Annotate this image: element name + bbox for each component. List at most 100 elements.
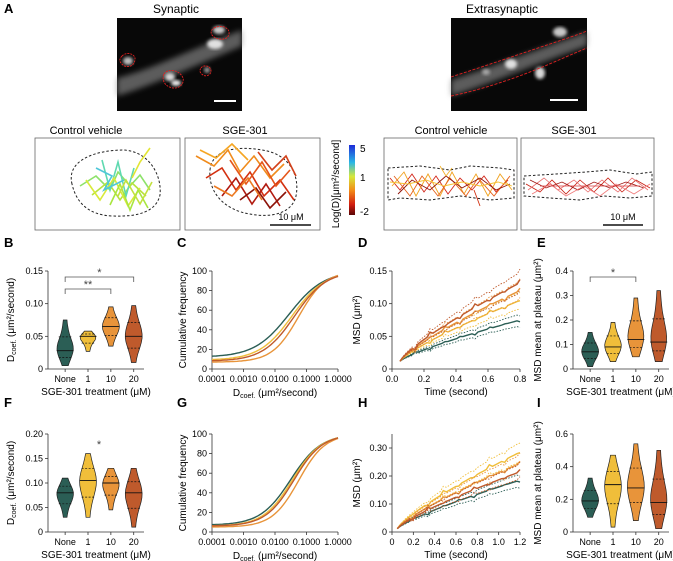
track-title-extra-control: Control vehicle bbox=[415, 125, 488, 137]
x-tick-label: None bbox=[54, 374, 76, 384]
y-tick-label: 0 bbox=[202, 364, 207, 374]
x-tick-label: 20 bbox=[129, 374, 139, 384]
extrasynaptic-title: Extrasynaptic bbox=[466, 2, 538, 16]
x-tick-label: 0.1000 bbox=[293, 537, 321, 547]
violin-10 bbox=[627, 443, 645, 521]
msd-line-1 bbox=[399, 300, 521, 362]
tracks-extra-control bbox=[387, 165, 515, 207]
y-tick-label: 0 bbox=[38, 527, 43, 537]
x-tick-label: 20 bbox=[654, 537, 664, 547]
track-title-synaptic-control: Control vehicle bbox=[50, 125, 123, 137]
y-axis-label: MSD mean at plateau (μm²) bbox=[533, 421, 544, 545]
y-tick-label: 0 bbox=[563, 527, 568, 537]
violin-None bbox=[581, 331, 599, 367]
x-tick-label: 0.4 bbox=[428, 537, 441, 547]
x-tick-label: 1 bbox=[610, 374, 615, 384]
msd-line-None bbox=[396, 480, 521, 530]
y-tick-label: 0.05 bbox=[25, 503, 43, 513]
violin-1 bbox=[79, 453, 97, 518]
panel-letter-d: D bbox=[358, 235, 367, 250]
y-tick-label: 0.20 bbox=[369, 471, 387, 481]
x-tick-label: 0.6 bbox=[482, 374, 495, 384]
y-tick-label: 0.10 bbox=[369, 499, 387, 509]
cdf-line-20 bbox=[211, 275, 339, 362]
synaptic-micrograph bbox=[117, 18, 242, 111]
y-axis-label: Cumulative frequency bbox=[178, 435, 189, 532]
x-tick-label: 0.0100 bbox=[261, 537, 289, 547]
x-tick-label: 0.0 bbox=[386, 374, 399, 384]
y-tick-label: 60 bbox=[197, 468, 207, 478]
y-tick-label: 0.15 bbox=[25, 266, 43, 276]
x-tick-label: 0.0010 bbox=[230, 537, 258, 547]
cdf-line-20 bbox=[212, 437, 339, 527]
y-tick-label: 0.15 bbox=[369, 266, 387, 276]
msd-error-lower-10 bbox=[396, 469, 521, 529]
extrasynaptic-micrograph bbox=[450, 18, 588, 111]
x-tick-label: 0.0001 bbox=[198, 374, 226, 384]
msd-error-lower-1 bbox=[396, 461, 521, 529]
violin-20 bbox=[650, 449, 668, 530]
y-tick-label: 0.15 bbox=[25, 454, 43, 464]
chart-e: 0 0.1 0.2 0.3 0.4 None 1 10 20 * MSD mean at plate… bbox=[533, 258, 673, 398]
significance-star: * bbox=[611, 267, 616, 279]
y-tick-label: 0 bbox=[382, 364, 387, 374]
panel-letter-i: I bbox=[537, 395, 541, 410]
synaptic-title: Synaptic bbox=[153, 2, 199, 16]
panel-letter-f: F bbox=[4, 395, 12, 410]
panel-letter-e: E bbox=[537, 235, 546, 250]
y-tick-label: 0.4 bbox=[555, 266, 568, 276]
y-tick-label: 20 bbox=[197, 344, 207, 354]
violin-None bbox=[56, 319, 74, 367]
significance-star: * bbox=[97, 439, 102, 451]
x-tick-label: 0.8 bbox=[514, 374, 527, 384]
violin-20 bbox=[124, 305, 143, 363]
chart-g: 0 20 40 60 80 100 0.0001 0.0010 0.0100 0.1000 1.00… bbox=[178, 429, 352, 561]
y-tick-label: 20 bbox=[197, 507, 207, 517]
msd-error-lower-20 bbox=[397, 476, 521, 529]
msd-error-upper-20 bbox=[399, 268, 521, 362]
cdf-line-10 bbox=[211, 437, 339, 528]
msd-error-upper-20 bbox=[396, 462, 521, 529]
msd-error-upper-10 bbox=[399, 278, 521, 362]
y-tick-label: 0.10 bbox=[25, 478, 43, 488]
violin-20 bbox=[124, 467, 143, 528]
significance-star: ** bbox=[84, 279, 93, 291]
x-tick-label: 0.0100 bbox=[261, 374, 289, 384]
msd-error-upper-None bbox=[399, 314, 521, 362]
violin-1 bbox=[604, 454, 622, 528]
y-tick-label: 0.20 bbox=[25, 429, 43, 439]
track-title-synaptic-sge: SGE-301 bbox=[222, 125, 267, 137]
cdf-line-10 bbox=[212, 274, 339, 363]
x-axis-label: Dcoef. (μm²/second) bbox=[233, 551, 317, 561]
y-tick-label: 0.10 bbox=[369, 299, 387, 309]
x-tick-label: 10 bbox=[106, 537, 116, 547]
colorbar: Log(D)[μm²/second] 5 1 -2 bbox=[331, 139, 369, 228]
violin-20 bbox=[650, 290, 667, 362]
colorbar-tick-neg2: -2 bbox=[360, 207, 369, 218]
violin-1 bbox=[604, 322, 622, 362]
x-tick-label: None bbox=[579, 374, 601, 384]
significance-star: * bbox=[97, 267, 102, 279]
chart-c: 0 20 40 60 80 100 0.0001 0.0010 0.0100 0.1000 1.00… bbox=[178, 266, 352, 400]
y-tick-label: 0.1 bbox=[555, 340, 568, 350]
y-tick-label: 80 bbox=[197, 449, 207, 459]
msd-error-upper-1 bbox=[396, 442, 521, 529]
y-tick-label: 0.2 bbox=[555, 494, 568, 504]
significance-bracket bbox=[64, 288, 112, 294]
y-tick-label: 0.4 bbox=[555, 462, 568, 472]
chart-h: 0 0.10 0.20 0.30 0 0.2 0.4 0.6 0.8 1.0 1.2 MSD (μm²… bbox=[352, 434, 526, 561]
violin-10 bbox=[102, 467, 120, 511]
y-tick-label: 40 bbox=[197, 325, 207, 335]
panel-letter-h: H bbox=[358, 395, 367, 410]
y-axis-label: MSD (μm²) bbox=[352, 458, 363, 507]
msd-line-None bbox=[399, 320, 521, 362]
x-axis-label: Time (second) bbox=[424, 387, 488, 398]
scalebar-label-2: 10 μM bbox=[610, 212, 635, 222]
y-tick-label: 80 bbox=[197, 286, 207, 296]
y-tick-label: 0.6 bbox=[555, 429, 568, 439]
msd-line-20 bbox=[396, 469, 521, 530]
panel-letter-c: C bbox=[177, 235, 187, 250]
panel-letter-b: B bbox=[4, 235, 13, 250]
tracks-synaptic-control bbox=[70, 147, 161, 217]
y-tick-label: 100 bbox=[192, 266, 207, 276]
